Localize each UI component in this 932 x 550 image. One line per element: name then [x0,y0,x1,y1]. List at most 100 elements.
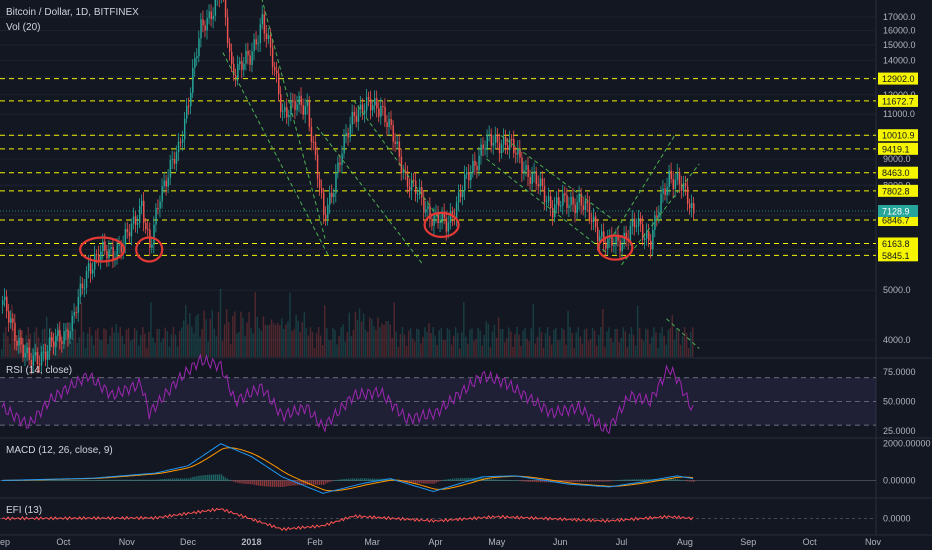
candle-body [447,222,450,232]
volume-bar [614,328,616,357]
candle-body [613,245,615,247]
volume-bar [95,330,97,357]
volume-bar [628,333,631,357]
volume-bar [277,322,279,357]
volume-bar [591,327,594,357]
time-tick-label: Feb [307,537,323,547]
macd-hist-bar [341,479,343,481]
volume-bar [369,317,371,357]
macd-line [1,443,694,494]
volume-bar [391,338,393,357]
candle-body [470,172,472,181]
volume-bar [260,330,263,357]
candle-body [425,209,427,213]
candle-body [443,211,446,218]
macd-hist-bar [641,479,644,481]
volume-bar [514,333,516,357]
volume-bar [23,345,25,357]
macd-hist-bar [511,480,513,481]
volume-bar [471,328,473,357]
volume-bar [542,348,545,357]
candle-body [421,187,423,198]
macd-hist-bar [89,480,92,481]
candle-body [429,206,431,220]
volume-bar [123,343,126,357]
volume-bar [364,330,367,357]
candle-body [462,191,464,198]
volume-bar [393,302,396,357]
candle-body [588,203,591,220]
macd-hist-bar [157,479,159,481]
macd-hist-bar [521,480,523,482]
efi-label: EFI (13) [6,505,43,516]
volume-bar [430,333,432,357]
volume-bar [150,302,152,357]
volume-bar [315,333,318,357]
macd-hist-bar [220,474,223,481]
macd-hist-bar [241,480,243,484]
candle-body [53,341,55,347]
volume-bar [640,338,643,357]
macd-hist-bar [259,480,262,486]
macd-hist-bar [28,480,31,481]
candle-body [427,206,429,210]
candle-body [61,341,63,345]
volume-bar [86,333,89,357]
volume-bar [99,339,101,357]
volume-bar [285,324,287,357]
volume-bar [140,335,142,357]
volume-bar [146,347,148,357]
candle-body [71,315,73,332]
price-tick-label: 5000.0 [883,285,911,295]
price-tick-label: 15000.0 [883,40,916,50]
macd-hist-bar [143,479,145,481]
volume-bar [350,335,353,357]
volume-bar [653,327,655,357]
volume-bar [209,318,211,357]
candle-body [357,109,360,122]
candle-body [523,169,525,174]
volume-bar [530,328,532,357]
volume-bar [491,331,494,357]
macd-hist-bar [455,478,458,481]
volume-bar [463,302,465,357]
candle-body [171,158,174,161]
candle-body [38,364,41,366]
candle-body [433,215,435,226]
macd-hist-bar [122,479,125,481]
macd-hist-bar [619,479,621,481]
volume-bar [540,332,543,357]
candle-body [165,180,168,187]
volume-bar [354,311,357,357]
macd-hist-bar [372,478,374,481]
volume-bar [438,330,440,357]
volume-bar [232,315,234,357]
volume-bar [465,336,467,357]
macd-hist-bar [153,479,155,481]
macd-hist-bar [633,479,636,481]
macd-hist-bar [686,480,689,482]
candle-body [670,170,673,179]
volume-bar [227,322,230,357]
candle-body [314,142,317,155]
macd-hist-bar [631,479,634,481]
volume-bar [528,341,530,357]
macd-hist-bar [337,479,339,481]
candle-body [533,171,536,174]
candle-body [394,141,397,144]
macd-hist-bar [498,479,501,481]
volume-bar [626,347,629,357]
macd-hist-bar [222,476,225,481]
volume-bar [683,327,686,357]
candle-body [574,204,576,214]
macd-hist-bar [658,478,660,481]
macd-hist-bar [386,478,388,481]
trend-line [500,135,612,219]
macd-hist-bar [648,478,650,481]
volume-bar [461,332,463,357]
macd-hist-bar [98,479,100,481]
volume-bar [553,330,555,357]
candle-body [551,207,554,218]
volume-bar [520,346,522,357]
